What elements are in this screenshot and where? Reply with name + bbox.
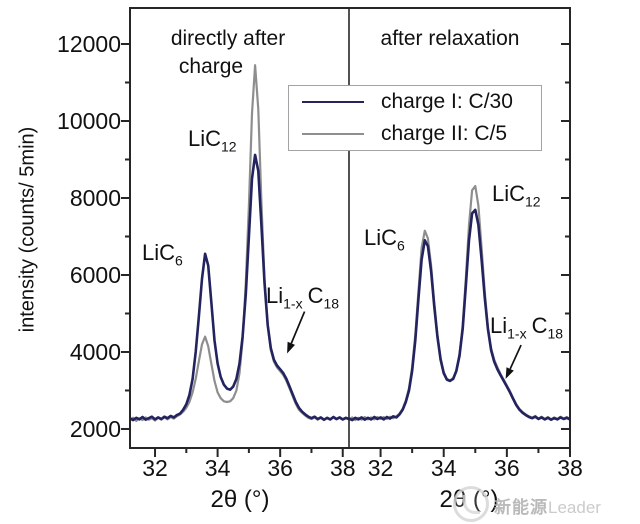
x-tick-label: 32 (367, 455, 394, 481)
legend-line-gray (302, 132, 364, 135)
peak-label-lic6-left: LiC6 (142, 240, 183, 269)
peak-label-li1xc18-left: Li1-x C18 (266, 283, 340, 312)
panel-left-title-line1: directly after (170, 27, 286, 50)
annotation-arrow-line (509, 344, 522, 370)
peak-label-sub: 6 (397, 237, 405, 254)
y-tick-label: 4000 (69, 338, 121, 365)
y-tick-label: 12000 (57, 30, 121, 57)
peak-label-text: Li (490, 313, 508, 338)
peak-label-sub: 18 (547, 325, 564, 342)
x-tick-label: 36 (494, 455, 520, 481)
peak-label-sub: 12 (221, 138, 237, 155)
peak-label-sub: 1-x (507, 325, 527, 342)
peak-label-sub: 1-x (283, 295, 303, 312)
x-tick-label: 34 (430, 455, 457, 481)
panel-right-title: after relaxation (380, 27, 520, 50)
peak-label-li1xc18-right: Li1-x C18 (490, 313, 564, 342)
x-tick-label: 38 (329, 455, 356, 481)
x-axis-label-left: 2θ (°) (210, 486, 270, 513)
x-tick-label: 34 (204, 455, 231, 481)
panel-left-title-line2: charge (178, 55, 244, 78)
peak-label-text: Li (266, 283, 284, 308)
watermark-text-en: Leader (548, 498, 601, 517)
y-axis-label: intensity (counts/ 5min) (16, 126, 39, 333)
legend-line-navy (302, 101, 364, 104)
legend-item-charge2: charge II: C/5 (289, 119, 541, 149)
x-tick-label: 38 (557, 455, 583, 481)
x-tick-label: 36 (267, 455, 293, 481)
x-tick-label: 32 (142, 455, 168, 481)
peak-label-text: LiC (364, 225, 398, 250)
legend-label-charge1: charge I: C/30 (381, 90, 513, 114)
watermark-text-cn: 新能源 (494, 498, 548, 517)
peak-label-sub: 12 (525, 193, 541, 210)
plot-frame (129, 7, 571, 449)
peak-label-lic12-right: LiC12 (492, 181, 541, 210)
data-curve (349, 185, 570, 422)
peak-label-lic12-left: LiC12 (188, 126, 237, 155)
peak-label-text: LiC (142, 240, 176, 265)
data-curve (349, 208, 570, 422)
peak-label-text: LiC (188, 126, 222, 151)
y-tick-label: 10000 (57, 107, 121, 134)
annotation-arrow-line (290, 311, 306, 344)
peak-label-sub: 6 (175, 252, 183, 269)
annotation-arrow-head (287, 341, 295, 354)
legend-label-charge2: charge II: C/5 (381, 121, 508, 145)
peak-label-text: LiC (492, 181, 526, 206)
legend-item-charge1: charge I: C/30 (289, 87, 541, 117)
y-tick-label: 2000 (69, 415, 121, 442)
annotation-arrow-head (505, 367, 514, 379)
peak-label-text: C (531, 313, 548, 338)
y-tick-label: 6000 (69, 261, 121, 288)
legend-box: charge I: C/30 charge II: C/5 (288, 85, 542, 151)
peak-label-lic6-right: LiC6 (364, 225, 405, 254)
watermark-logo-icon (453, 486, 489, 522)
y-tick-label: 8000 (69, 184, 121, 211)
peak-label-sub: 18 (323, 295, 340, 312)
data-curve (130, 153, 349, 422)
watermark-text: 新能源Leader (494, 493, 601, 518)
peak-label-text: C (307, 283, 324, 308)
